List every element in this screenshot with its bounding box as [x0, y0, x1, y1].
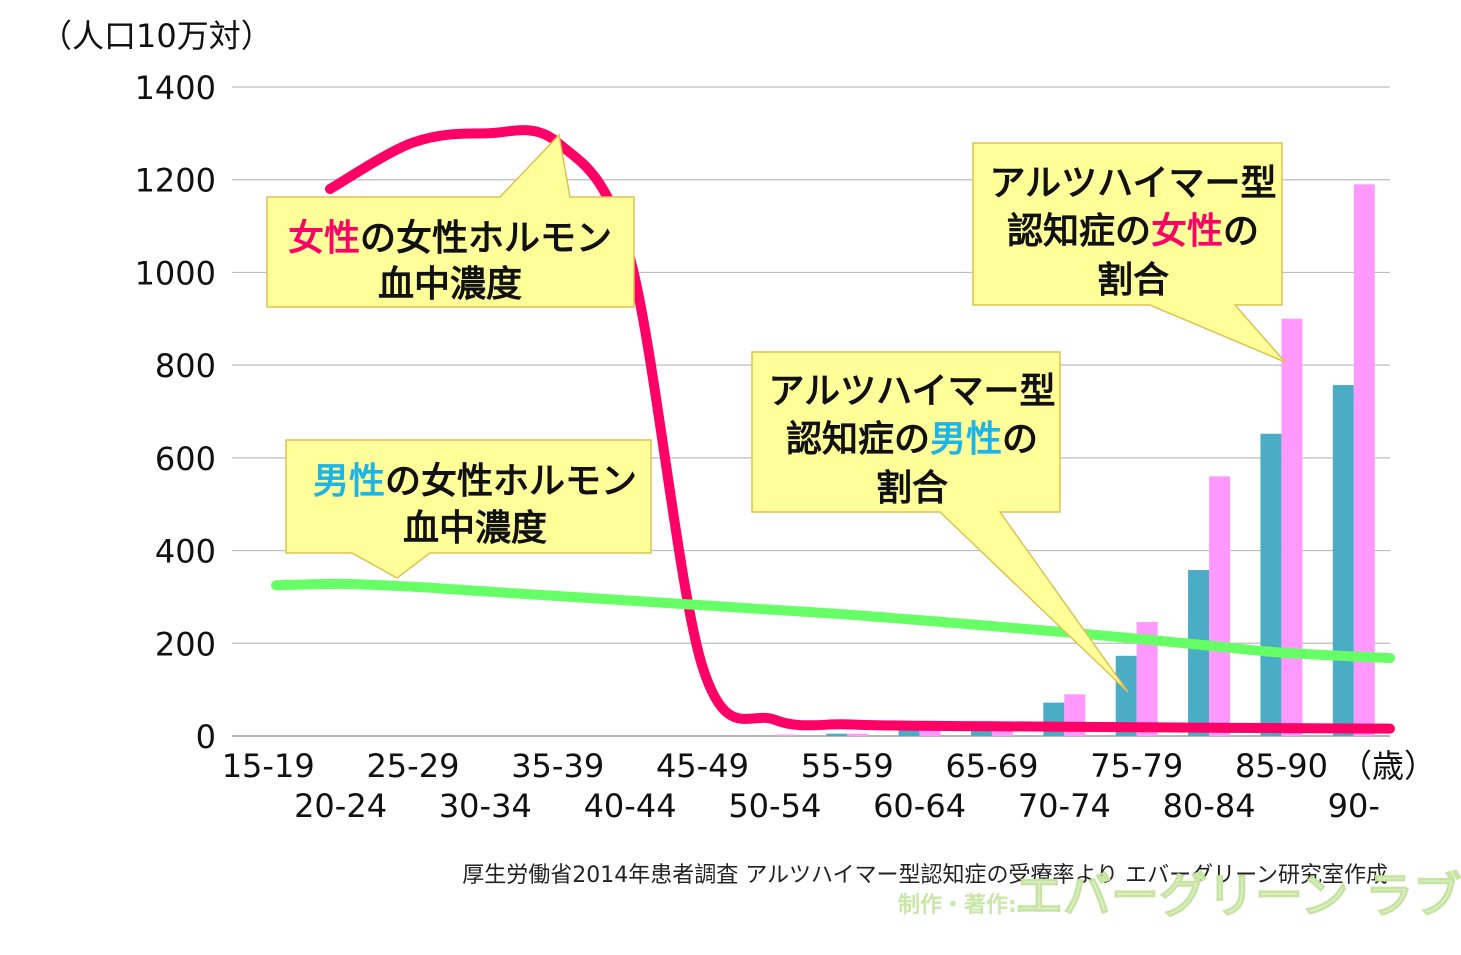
x-tick-60-64: 60-64 [873, 787, 966, 825]
y-tick-labels: 0 200 400 600 800 1000 1200 1400 [135, 69, 216, 756]
bar-female_alz-75-79 [1136, 621, 1158, 736]
bar-male_alz-75-79 [1115, 655, 1137, 736]
y-axis-label: （人口10万対） [40, 17, 273, 55]
callout-alz-female-line3: 割合 [1097, 260, 1169, 301]
callout-alz-male-line3: 割合 [876, 468, 948, 509]
callout-alz-male-pre: 認知症の [786, 419, 930, 460]
x-tick-50-54: 50-54 [728, 787, 821, 825]
bar-male_alz-80-84 [1188, 570, 1210, 736]
y-tick-0: 0 [196, 718, 216, 756]
x-tick-65-69: 65-69 [945, 747, 1038, 785]
x-tick-80-84: 80-84 [1163, 787, 1256, 825]
x-tick-90-: 90- [1328, 787, 1380, 825]
callout-alz-female: アルツハイマー型 認知症の女性の 割合 [972, 142, 1286, 363]
x-tick-70-74: 70-74 [1018, 787, 1111, 825]
x-tick-55-59: 55-59 [801, 747, 894, 785]
x-tick-25-29: 25-29 [366, 747, 459, 785]
bar-female_alz-60-64 [919, 729, 941, 736]
callout-alz-female-bubble [972, 142, 1286, 363]
x-tick-30-34: 30-34 [439, 787, 532, 825]
bar-female_alz-80-84 [1209, 476, 1231, 736]
callout-male-hormone-highlight: 男性 [313, 461, 385, 502]
callout-alz-male-line2: 認知症の男性の [786, 419, 1038, 460]
line-female_hormone [325, 125, 1395, 734]
x-tick-75-79: 75-79 [1090, 747, 1183, 785]
callout-female-hormone-line1: 女性の女性ホルモン [288, 218, 612, 259]
bar-male_alz-55-59 [826, 733, 848, 736]
callout-female-hormone-rest: の女性ホルモン [360, 218, 612, 259]
callout-alz-female-highlight: 女性 [1151, 211, 1223, 252]
line-male_hormone [271, 578, 1395, 664]
callout-male-hormone-line1: 男性の女性ホルモン [313, 461, 637, 502]
x-tick-85-90: 85-90 [1235, 747, 1328, 785]
watermark-small: 制作・著作: [898, 892, 1017, 918]
y-tick-400: 400 [155, 533, 216, 571]
watermark-large: エバーグリーン ラブ [1015, 868, 1461, 924]
callout-alz-female-post: の [1223, 211, 1259, 252]
source-note: 厚生労働省2014年患者調査 アルツハイマー型認知症の受療率より エバーグリーン… [462, 863, 1388, 888]
callout-male-hormone: 男性の女性ホルモン 血中濃度 [285, 439, 652, 579]
callout-male-hormone-bubble [285, 439, 652, 579]
callout-alz-male-line1: アルツハイマー型 [769, 371, 1056, 412]
callout-female-hormone-highlight: 女性 [288, 218, 360, 259]
bar-male_alz-60-64 [898, 726, 920, 736]
callout-alz-male-post: の [1002, 419, 1038, 460]
callout-male-hormone-line2: 血中濃度 [403, 508, 547, 549]
callout-female-hormone-bubble [266, 133, 635, 308]
x-axis-unit: （歳） [1340, 747, 1436, 785]
bar-male_alz-85-90 [1260, 433, 1282, 736]
x-tick-20-24: 20-24 [294, 787, 387, 825]
x-tick-40-44: 40-44 [584, 787, 677, 825]
callout-alz-female-line1: アルツハイマー型 [990, 163, 1277, 204]
x-tick-35-39: 35-39 [511, 747, 604, 785]
callout-alz-male-bubble [751, 351, 1129, 693]
y-tick-1000: 1000 [135, 254, 216, 292]
bar-female_alz-50-54 [774, 734, 796, 736]
callout-male-hormone-rest: の女性ホルモン [385, 461, 637, 502]
y-tick-200: 200 [155, 625, 216, 663]
bar-female_alz-90- [1353, 184, 1375, 737]
x-tick-labels: 15-1920-2425-2930-3435-3940-4445-4950-54… [222, 747, 1380, 825]
y-tick-1200: 1200 [135, 162, 216, 200]
bar-female_alz-85-90 [1281, 318, 1303, 736]
callout-female-hormone-line2: 血中濃度 [378, 264, 522, 305]
x-tick-15-19: 15-19 [222, 747, 315, 785]
callout-alz-female-line2: 認知症の女性の [1007, 211, 1259, 252]
callout-alz-male-highlight: 男性 [930, 419, 1002, 460]
bar-male_alz-90- [1332, 385, 1354, 736]
y-tick-600: 600 [155, 440, 216, 478]
callout-alz-female-pre: 認知症の [1007, 211, 1151, 252]
callout-female-hormone: 女性の女性ホルモン 血中濃度 [266, 133, 635, 308]
x-tick-45-49: 45-49 [656, 747, 749, 785]
callout-alz-male: アルツハイマー型 認知症の男性の 割合 [751, 351, 1129, 693]
hormone-lines [271, 125, 1395, 734]
bar-female_alz-55-59 [847, 733, 869, 736]
y-tick-800: 800 [155, 347, 216, 385]
y-tick-1400: 1400 [135, 69, 216, 107]
